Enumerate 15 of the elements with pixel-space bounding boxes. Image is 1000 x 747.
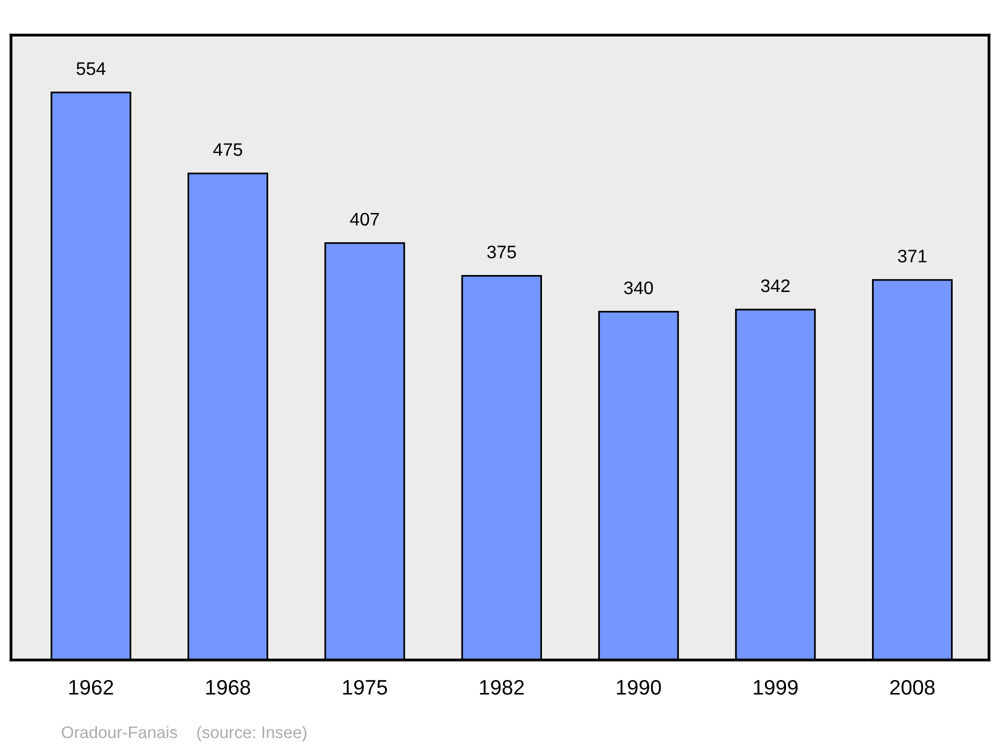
data-label: 340	[624, 281, 653, 294]
x-tick-label: 1999	[754, 680, 798, 695]
text: Oradour-Fanais (source: Insee)	[62, 726, 306, 742]
x-tick-label: 1962	[69, 680, 114, 695]
x-tick-label: 1982	[480, 680, 524, 695]
data-label: 371	[898, 250, 927, 262]
data-label: 475	[213, 143, 242, 156]
x-tick-label: 1990	[616, 680, 661, 695]
data-label: 375	[487, 246, 516, 258]
x-tick-label: 1968	[206, 680, 250, 695]
data-label: 554	[76, 62, 106, 76]
data-label: 342	[761, 279, 790, 292]
x-tick-label: 1975	[343, 680, 388, 695]
data-label: 407	[350, 212, 379, 226]
x-tick-label: 2008	[890, 680, 935, 695]
